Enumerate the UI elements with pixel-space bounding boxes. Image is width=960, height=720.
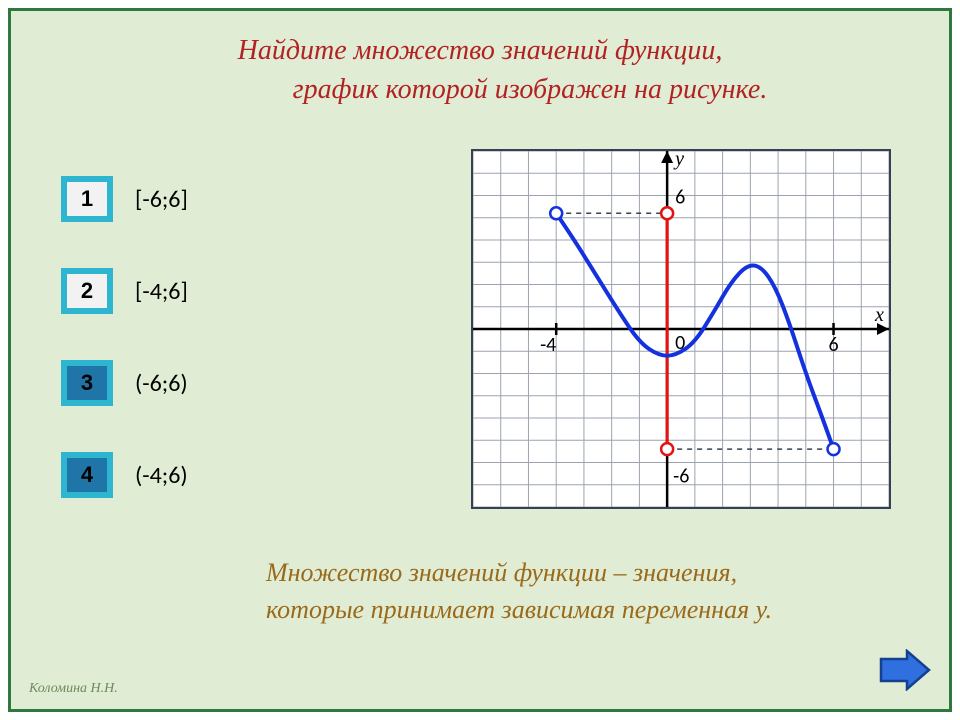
option-label: [-6;6] [135,185,188,214]
title-line-2: график которой изображен на рисунке. [11,70,949,109]
next-slide-button[interactable] [879,649,931,691]
chart-panel: у х 0 6 -6 -4 6 [471,149,891,509]
option-label: [-4;6] [135,277,188,306]
title-line-1: Найдите множество значений функции, [11,31,949,70]
svg-text:-6: -6 [673,465,689,489]
option-button-4[interactable]: 4 [61,452,113,498]
option-row: 2 [-4;6] [61,268,188,314]
arrow-right-icon [879,649,931,691]
options-list: 1 [-6;6] 2 [-4;6] 3 (-6;6) 4 (-4;6) [61,176,188,544]
svg-text:-4: -4 [540,333,556,357]
hint-line-2: которые принимает зависимая переменная у… [266,591,772,629]
slide-panel: Найдите множество значений функции, граф… [8,8,952,712]
hint-line-1: Множество значений функции – значения, [266,554,772,592]
hint-text: Множество значений функции – значения, к… [266,554,772,629]
option-label: (-4;6) [135,461,188,490]
svg-text:х: х [874,304,884,326]
option-label: (-6;6) [135,369,188,398]
svg-text:0: 0 [675,331,685,355]
option-button-1[interactable]: 1 [61,176,113,222]
option-row: 1 [-6;6] [61,176,188,222]
option-row: 4 (-4;6) [61,452,188,498]
option-button-3[interactable]: 3 [61,360,113,406]
svg-text:6: 6 [828,333,838,357]
function-graph: у х 0 6 -6 -4 6 [473,151,889,507]
option-button-2[interactable]: 2 [61,268,113,314]
svg-text:6: 6 [675,186,685,210]
author-credit: Коломина Н.Н. [29,681,118,697]
option-row: 3 (-6;6) [61,360,188,406]
svg-text:у: у [673,151,684,170]
title-block: Найдите множество значений функции, граф… [11,31,949,109]
